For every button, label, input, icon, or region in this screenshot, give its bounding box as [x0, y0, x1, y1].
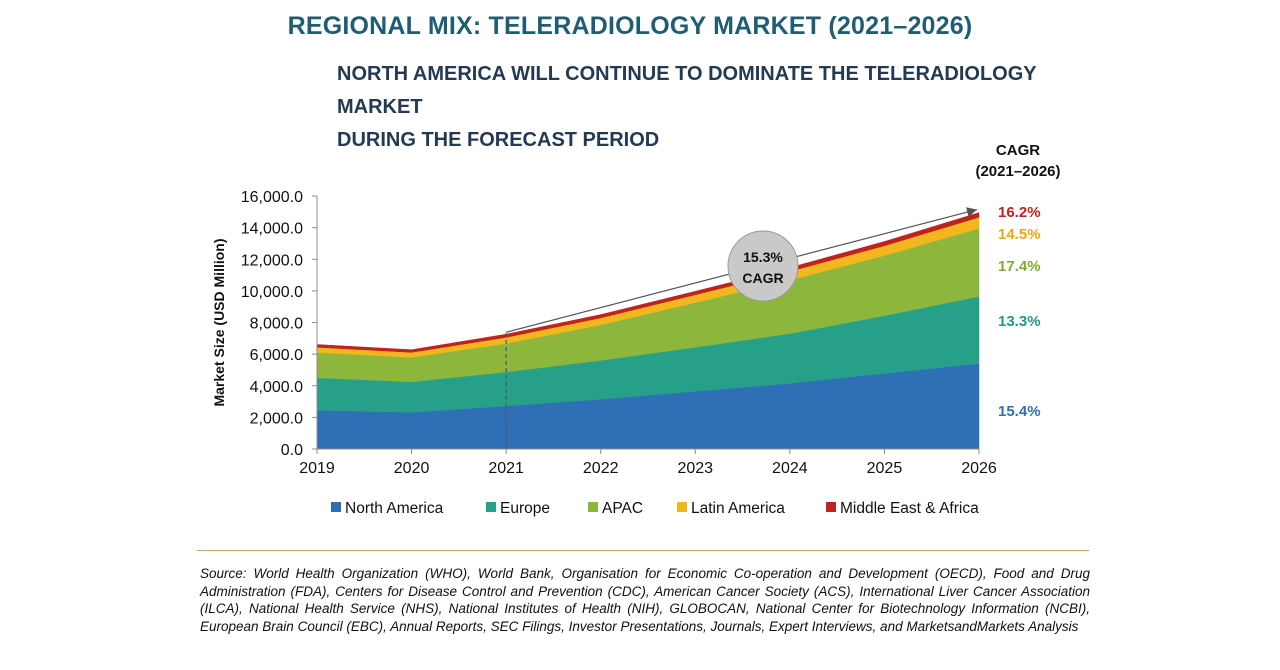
x-tick-label: 2021 [488, 460, 524, 477]
legend-label: Europe [500, 500, 550, 517]
cagr-header: CAGR [996, 142, 1040, 159]
x-tick-label: 2023 [677, 460, 713, 477]
page-title: REGIONAL MIX: TELERADIOLOGY MARKET (2021… [287, 12, 973, 40]
y-tick-label: 16,000.0 [241, 189, 303, 206]
subtitle-line-2: DURING THE FORECAST PERIOD [337, 129, 660, 151]
legend-swatch [826, 502, 836, 512]
legend-swatch [331, 502, 341, 512]
cagr-label-north-america: 15.4% [998, 403, 1041, 420]
y-tick-label: 12,000.0 [241, 252, 303, 269]
legend-swatch [588, 502, 598, 512]
y-tick-label: 14,000.0 [241, 221, 303, 238]
x-tick-label: 2026 [961, 460, 997, 477]
cagr-bubble-label: CAGR [742, 270, 783, 286]
subtitle-line-1: NORTH AMERICA WILL CONTINUE TO DOMINATE … [337, 63, 1037, 118]
x-tick-label: 2019 [299, 460, 335, 477]
stacked-area-chart: 0.0 2,000.0 4,000.0 6,000.0 8,000.0 10,000.0 1… [211, 142, 1061, 517]
cagr-bubble-value: 15.3% [743, 249, 783, 265]
y-tick-label: 10,000.0 [241, 284, 303, 301]
x-tick-label: 2025 [867, 460, 903, 477]
x-tick-label: 2020 [394, 460, 430, 477]
legend-label: Middle East & Africa [840, 500, 979, 517]
legend-label: Latin America [691, 500, 785, 517]
legend-label: APAC [602, 500, 643, 517]
chart-subtitle: NORTH AMERICA WILL CONTINUE TO DOMINATE … [337, 58, 1117, 157]
legend-swatch [677, 502, 687, 512]
source-divider [197, 550, 1089, 551]
x-tick-label: 2024 [772, 460, 808, 477]
cagr-label-middle-east-africa: 16.2% [998, 204, 1041, 221]
legend-label: North America [345, 500, 444, 517]
y-tick-label: 4,000.0 [250, 379, 303, 396]
y-axis-label: Market Size (USD Million) [211, 238, 227, 406]
cagr-arrow-head [966, 207, 977, 217]
x-tick-label: 2022 [583, 460, 619, 477]
legend-swatch [486, 502, 496, 512]
cagr-header-period: (2021–2026) [975, 163, 1060, 180]
cagr-label-europe: 13.3% [998, 313, 1041, 330]
source-note: Source: World Health Organization (WHO),… [200, 566, 1090, 634]
y-tick-label: 6,000.0 [250, 347, 303, 364]
y-tick-label: 2,000.0 [250, 410, 303, 427]
cagr-bubble [727, 230, 799, 302]
y-tick-label: 0.0 [281, 442, 303, 459]
cagr-label-apac: 17.4% [998, 258, 1041, 275]
series-area-middle-east-africa [316, 212, 980, 353]
y-tick-label: 8,000.0 [250, 316, 303, 333]
cagr-label-latin-america: 14.5% [998, 226, 1041, 243]
